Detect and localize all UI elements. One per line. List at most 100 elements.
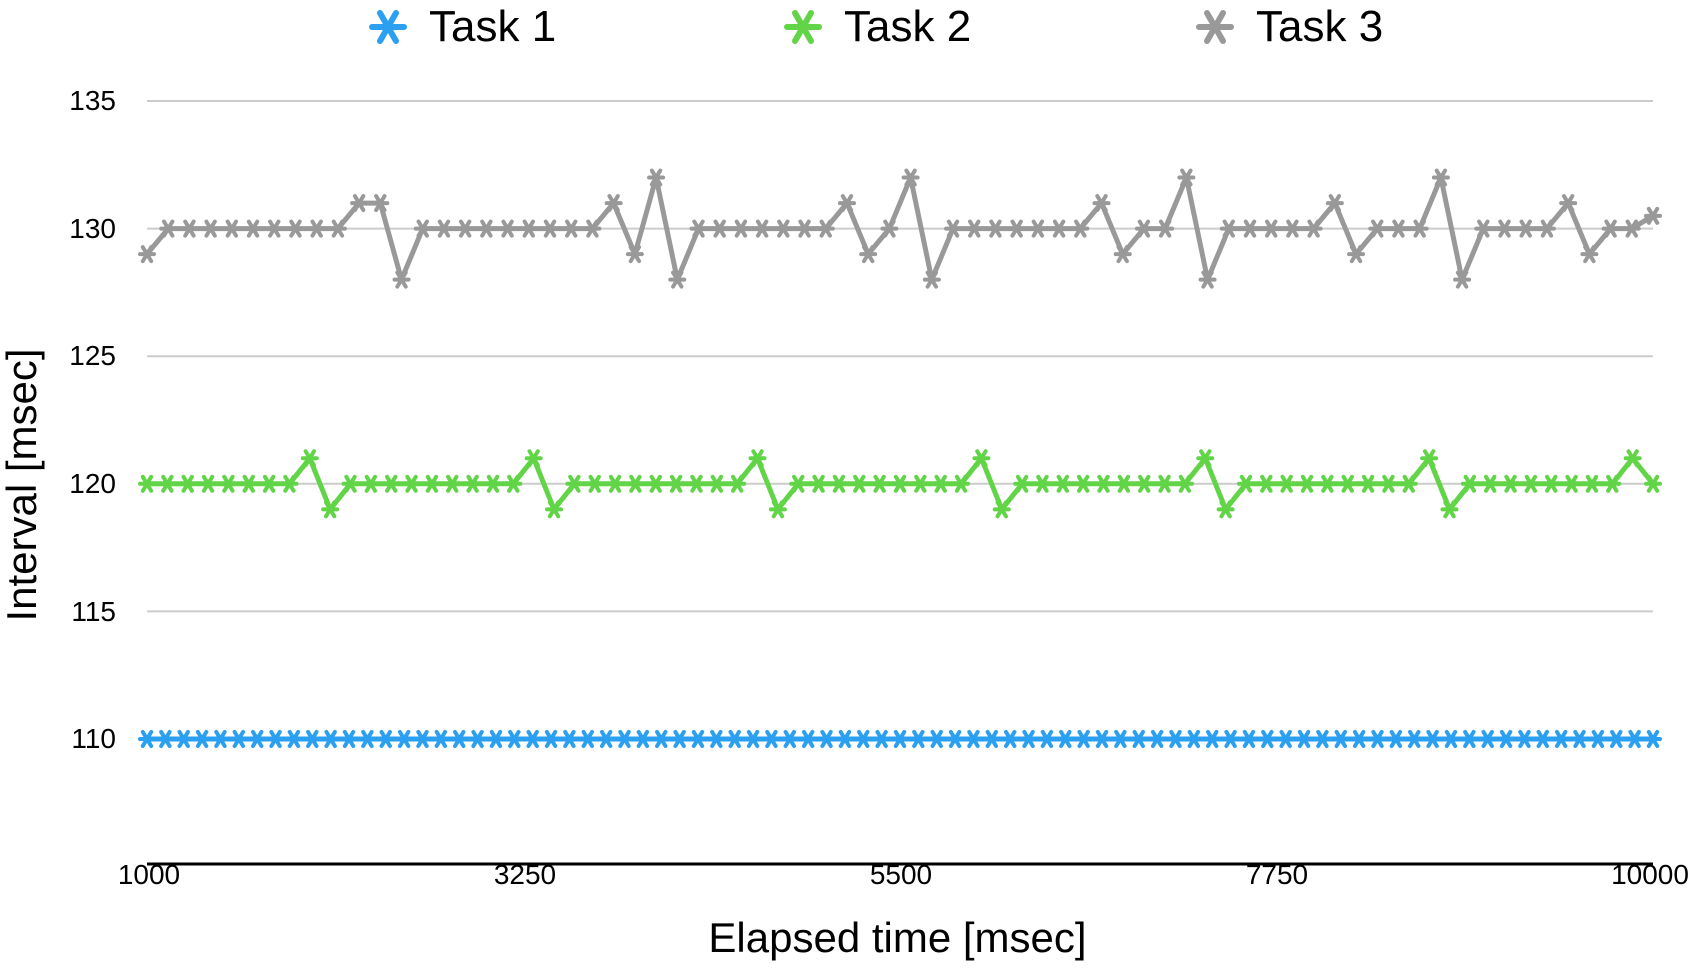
- data-point: [707, 730, 726, 748]
- data-point: [748, 449, 767, 468]
- data-point: [1074, 730, 1093, 748]
- data-point: [982, 730, 1001, 748]
- data-point: [625, 245, 644, 264]
- data-point: [1295, 730, 1314, 748]
- data-point: [402, 474, 421, 493]
- data-point: [468, 730, 487, 748]
- star-marker-icon: [1196, 10, 1234, 44]
- data-point: [1148, 730, 1167, 748]
- data-point: [260, 474, 279, 493]
- data-point: [854, 730, 873, 748]
- x-tick-label: 3250: [493, 859, 557, 890]
- data-point: [1588, 730, 1607, 748]
- data-point: [965, 219, 984, 238]
- data-point: [952, 474, 971, 493]
- data-point: [1240, 219, 1259, 238]
- data-point: [1623, 449, 1642, 468]
- data-point: [519, 219, 538, 238]
- data-point: [1607, 730, 1626, 748]
- data-point: [1156, 219, 1175, 238]
- data-point: [774, 219, 793, 238]
- data-point: [413, 219, 432, 238]
- data-point: [1478, 730, 1497, 748]
- data-point: [992, 500, 1011, 519]
- data-point: [376, 730, 395, 748]
- legend-label: Task 3: [1256, 2, 1384, 51]
- data-point: [652, 730, 671, 748]
- data-point: [321, 500, 340, 519]
- series-3: [138, 168, 1662, 289]
- data-point: [1166, 730, 1185, 748]
- data-point: [431, 730, 450, 748]
- data-point: [789, 474, 808, 493]
- data-point: [201, 219, 220, 238]
- data-point: [456, 219, 475, 238]
- data-point: [1276, 730, 1295, 748]
- data-point: [1175, 474, 1194, 493]
- data-point: [1135, 474, 1154, 493]
- data-point: [1071, 219, 1090, 238]
- data-point: [1542, 474, 1561, 493]
- data-point: [1013, 474, 1032, 493]
- legend-item-task-1: Task 1: [365, 2, 556, 52]
- data-point: [1134, 219, 1153, 238]
- data-point: [1368, 219, 1387, 238]
- data-point: [328, 219, 347, 238]
- data-point: [728, 474, 747, 493]
- data-point: [1386, 730, 1405, 748]
- data-point: [422, 474, 441, 493]
- data-point: [523, 730, 542, 748]
- data-point: [477, 219, 496, 238]
- legend-label: Task 1: [429, 2, 557, 51]
- data-point: [1196, 449, 1215, 468]
- data-point: [891, 730, 909, 748]
- data-point: [604, 194, 623, 213]
- data-point: [1325, 194, 1344, 213]
- data-point: [1570, 730, 1589, 748]
- data-point: [193, 730, 212, 748]
- data-point: [1497, 730, 1516, 748]
- data-point: [837, 194, 856, 213]
- data-point: [744, 730, 763, 748]
- data-point: [1221, 730, 1240, 748]
- data-point: [504, 474, 523, 493]
- data-point: [583, 219, 602, 238]
- data-point: [633, 730, 652, 748]
- y-tick-label: 135: [69, 85, 116, 116]
- data-point: [265, 219, 284, 238]
- data-point: [545, 500, 564, 519]
- data-point: [1453, 270, 1472, 289]
- data-point: [1177, 168, 1196, 187]
- data-point: [174, 730, 193, 748]
- data-point: [341, 474, 360, 493]
- legend-label: Task 2: [844, 2, 972, 51]
- data-point: [688, 730, 707, 748]
- data-point: [872, 730, 891, 748]
- data-point: [1552, 730, 1571, 748]
- data-point: [443, 474, 462, 493]
- data-point: [1262, 219, 1281, 238]
- data-point: [463, 474, 482, 493]
- series-layer: [138, 168, 1662, 748]
- data-point: [1410, 219, 1429, 238]
- data-point: [1516, 219, 1535, 238]
- data-point: [211, 730, 230, 748]
- data-point: [1203, 730, 1222, 748]
- data-point: [1198, 270, 1217, 289]
- data-point: [1019, 730, 1038, 748]
- data-point: [560, 730, 579, 748]
- data-point: [606, 474, 625, 493]
- data-point: [687, 474, 706, 493]
- x-axis-label: Elapsed time [msec]: [708, 914, 1087, 961]
- data-point: [725, 730, 744, 748]
- data-point: [222, 219, 241, 238]
- x-tick-label: 7750: [1245, 859, 1309, 890]
- data-point: [870, 474, 889, 493]
- legend-item-task-2: Task 2: [780, 2, 971, 52]
- data-point: [707, 474, 726, 493]
- data-point: [1007, 219, 1026, 238]
- data-point: [1113, 245, 1132, 264]
- data-point: [1440, 500, 1459, 519]
- data-point: [138, 245, 156, 264]
- legend: Task 1 Task 2 Task 3: [0, 0, 1700, 60]
